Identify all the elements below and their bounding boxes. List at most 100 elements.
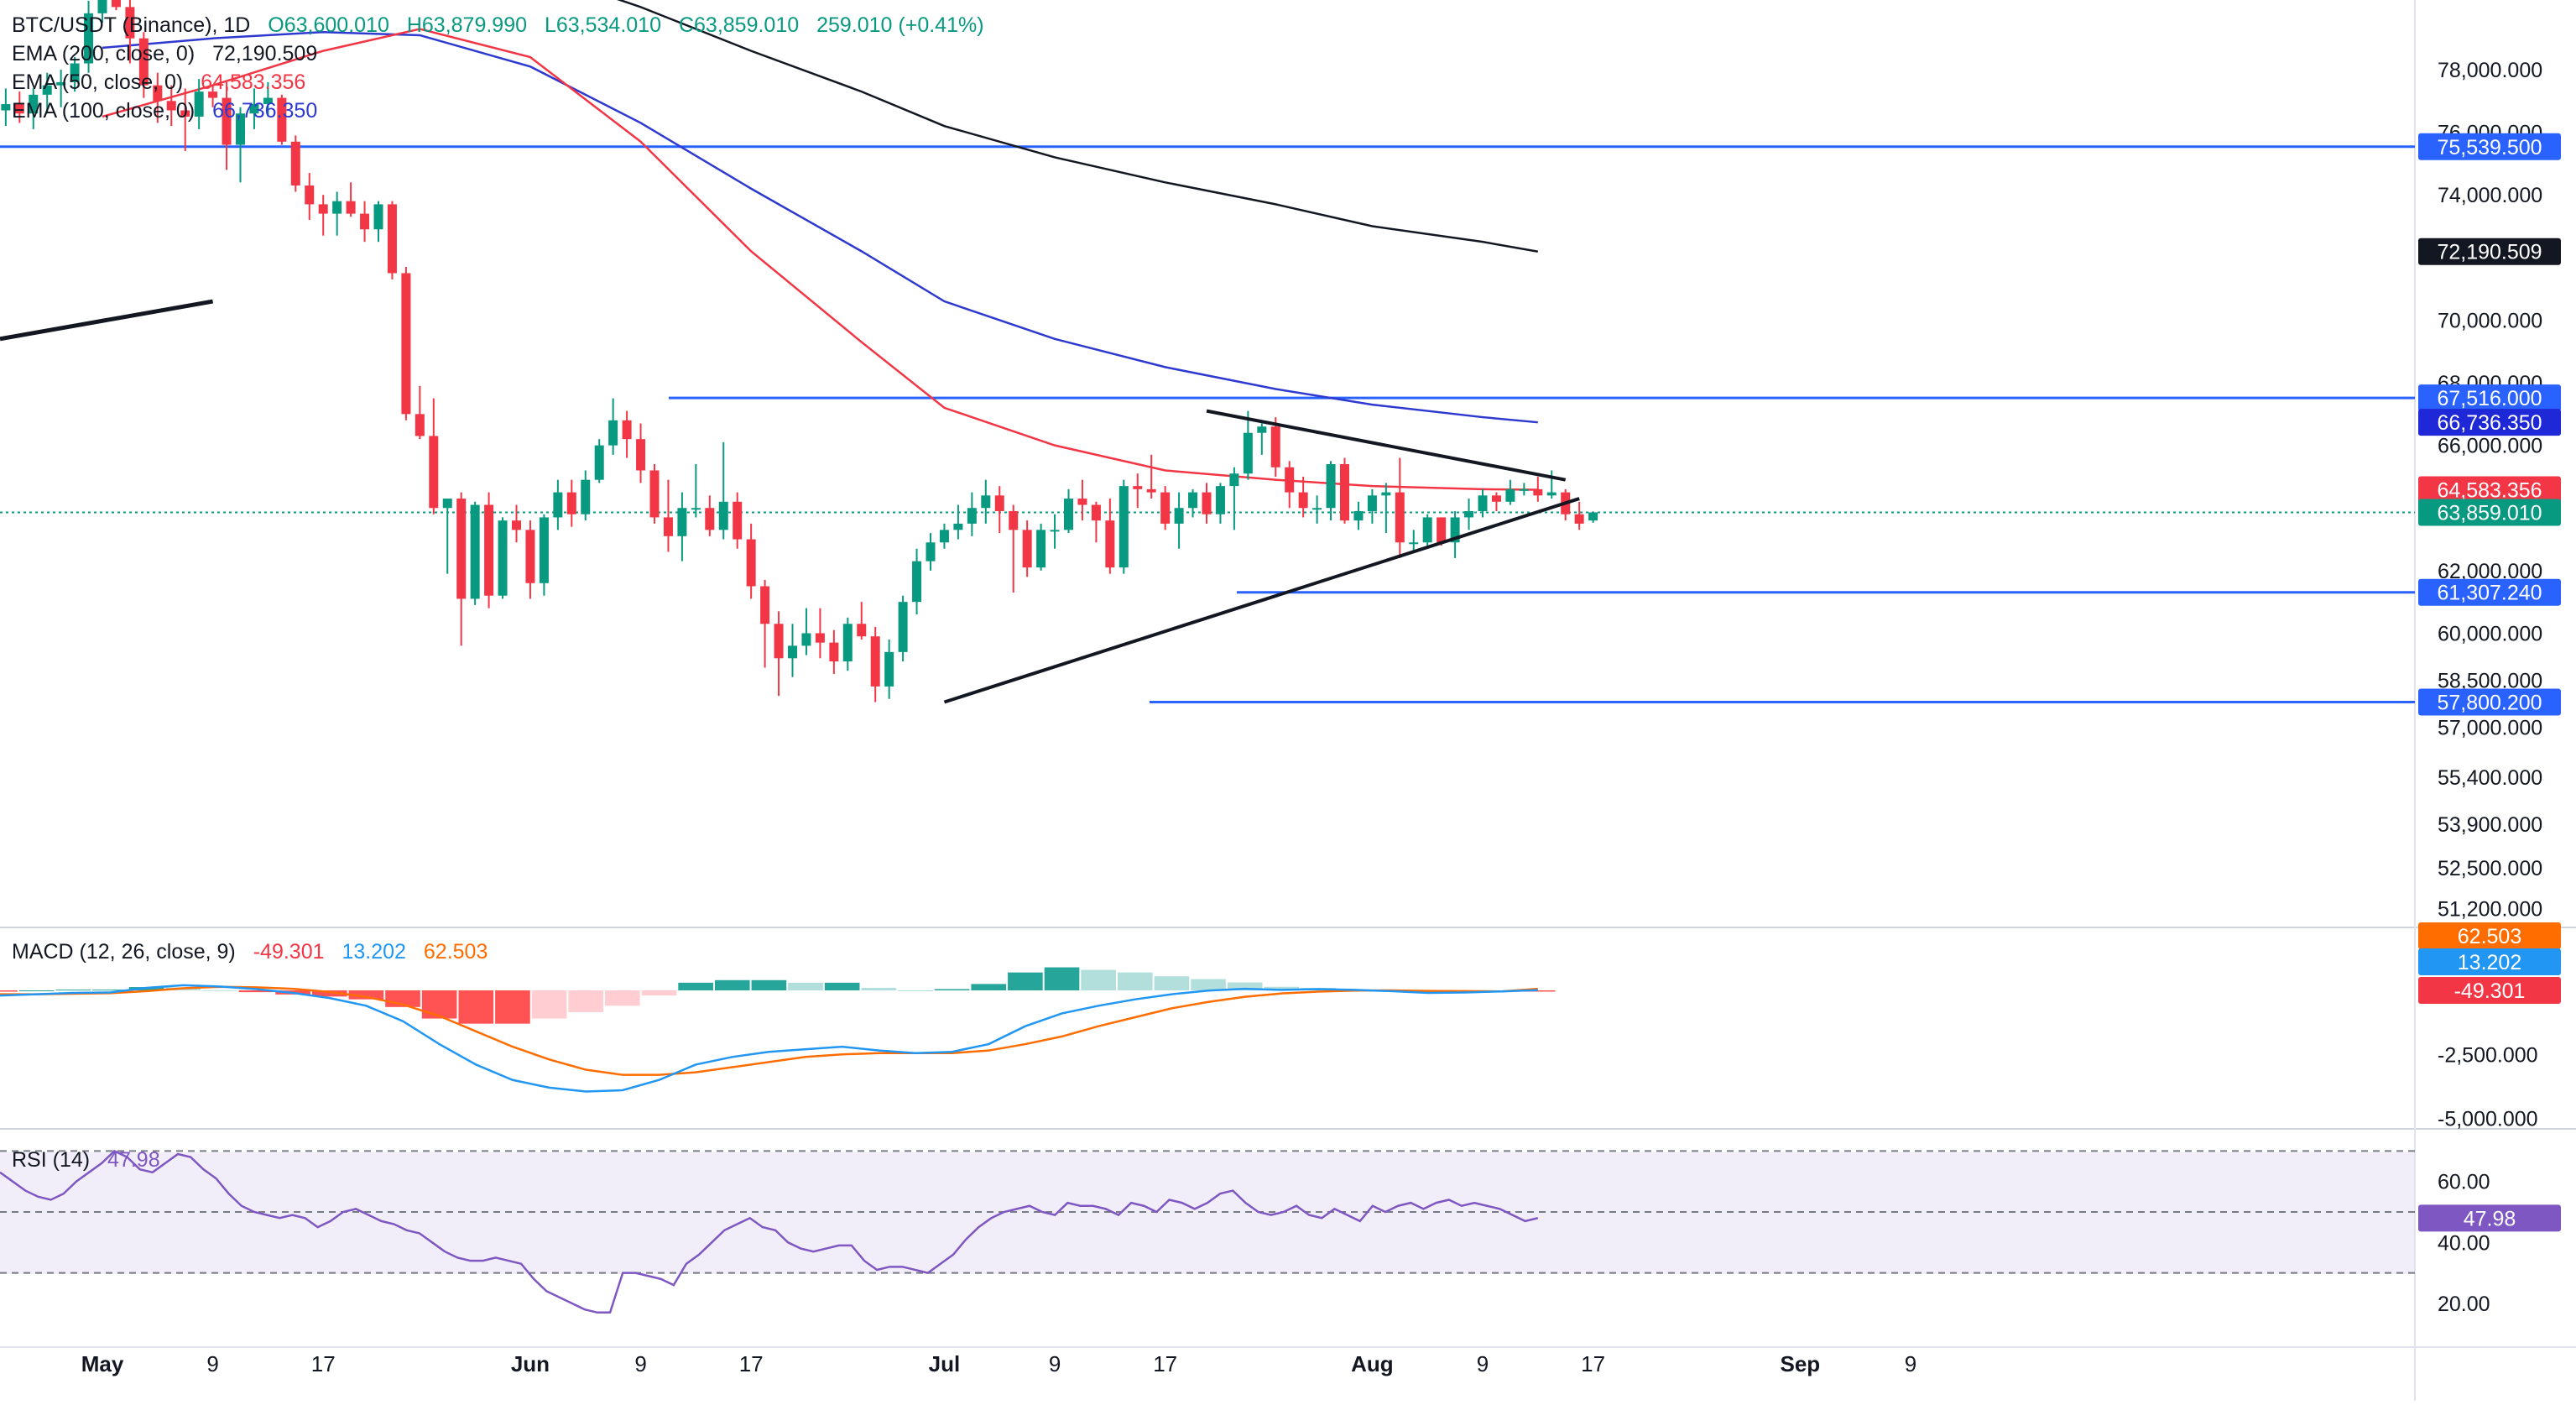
price-label-bg <box>2418 384 2561 412</box>
price-tick-label: 60,000.000 <box>2438 622 2542 645</box>
candle-body <box>484 504 494 596</box>
price-label: 57,800.200 <box>2437 692 2542 715</box>
candle-body <box>581 479 591 514</box>
candle-body <box>1036 530 1046 568</box>
ema100-label: EMA (100, close, 0) <box>12 99 196 123</box>
candle-body <box>801 633 811 646</box>
price-label: 61,307.240 <box>2437 582 2542 605</box>
price-label: 66,736.350 <box>2437 411 2542 435</box>
price-label-bg <box>2418 578 2561 606</box>
macd-price-label-bg <box>2418 948 2561 975</box>
candle-body <box>733 501 743 540</box>
candle-body <box>290 141 300 186</box>
time-tick-label: 17 <box>1153 1351 1177 1376</box>
ohlc-close: C63,859.010 <box>678 13 800 37</box>
candle-body <box>1422 517 1432 543</box>
macd-histogram-bar <box>1154 976 1190 990</box>
macd-histogram-bar <box>605 990 640 1006</box>
candle-body <box>166 101 176 111</box>
macd-signal-value: 62.503 <box>423 940 488 964</box>
macd-price-label: 13.202 <box>2458 951 2521 974</box>
candle-body <box>760 586 770 624</box>
candle-body <box>870 636 880 687</box>
candle-body <box>1064 499 1073 530</box>
macd-histogram-bar <box>0 990 18 992</box>
candle-body <box>456 499 467 599</box>
ema200-label: EMA (200, close, 0) <box>12 42 196 65</box>
macd-histogram-bar <box>714 979 750 990</box>
price-label: 67,516.000 <box>2437 387 2542 410</box>
candle-body <box>912 561 922 603</box>
candle-body <box>360 213 370 230</box>
candle-body <box>387 204 397 274</box>
candle-body <box>1505 488 1515 502</box>
candle-body <box>125 7 135 39</box>
rsi-price-label: 47.98 <box>2464 1207 2516 1230</box>
candle-body <box>222 97 232 145</box>
candle-body <box>208 91 218 98</box>
rsi-tick-label: 20.00 <box>2438 1293 2490 1316</box>
candle-body <box>898 602 908 652</box>
price-label: 75,539.500 <box>2437 136 2542 159</box>
macd-histogram-bar <box>1191 979 1226 990</box>
candle-body <box>29 94 39 114</box>
time-tick-label: 17 <box>1581 1351 1605 1376</box>
ema200-line <box>616 0 1539 253</box>
price-tick-label: 66,000.000 <box>2438 435 2542 458</box>
macd-histogram-bar <box>934 989 970 990</box>
rsi-legend: RSI (14) 47.98 <box>12 1148 172 1173</box>
price-tick-label: 51,200.000 <box>2438 898 2542 922</box>
price-label: 63,859.010 <box>2437 502 2542 525</box>
time-tick-label: 9 <box>1905 1351 1916 1376</box>
candle-body <box>1478 495 1488 511</box>
macd-histogram-bar <box>1044 967 1080 990</box>
candle-body <box>1133 486 1143 489</box>
candle-body <box>705 508 715 530</box>
rsi-tick-label: 60.00 <box>2438 1171 2490 1194</box>
price-label-bg <box>2418 133 2561 160</box>
macd-histogram-bar <box>531 990 567 1019</box>
candle-body <box>14 104 24 114</box>
time-tick-label: 9 <box>1049 1351 1061 1376</box>
candle-body <box>842 624 853 662</box>
ohlc-low: L63,534.010 <box>544 13 661 37</box>
macd-histogram-bar <box>751 979 787 990</box>
macd-histogram-bar <box>788 982 823 990</box>
macd-histogram-bar <box>824 982 860 990</box>
time-tick-label: Jun <box>511 1351 550 1376</box>
candle-body <box>981 495 991 509</box>
macd-histogram-bar <box>202 990 237 991</box>
candle-body <box>305 185 315 205</box>
candle-body <box>829 642 839 662</box>
candle-body <box>346 201 356 214</box>
candle-body <box>525 530 535 583</box>
macd-legend: MACD (12, 26, close, 9) -49.301 13.202 6… <box>12 940 499 964</box>
candle-body <box>1491 495 1501 502</box>
candle-body <box>470 504 480 599</box>
macd-histogram-bar <box>1117 972 1153 990</box>
ema100-line <box>102 30 1538 424</box>
candle-body <box>553 492 563 518</box>
macd-hist-value: -49.301 <box>253 940 325 964</box>
candle-body <box>1519 488 1529 491</box>
macd-histogram-bar <box>678 982 713 990</box>
candle-body <box>1050 530 1060 532</box>
price-label-bg <box>2418 409 2561 436</box>
macd-histogram-bar <box>1081 969 1116 990</box>
candle-body <box>1450 517 1460 543</box>
price-label: 72,190.509 <box>2437 241 2542 264</box>
candle-body <box>1546 492 1557 496</box>
macd-histogram-bar <box>458 990 494 1024</box>
rsi-price-label-bg <box>2418 1204 2561 1232</box>
candle-body <box>194 91 204 117</box>
candle-body <box>608 420 618 446</box>
candle-body <box>498 520 508 596</box>
candle-body <box>677 508 687 536</box>
candle-body <box>788 645 797 659</box>
candle-body <box>1574 514 1584 524</box>
macd-histogram-bar <box>1227 982 1263 990</box>
time-tick-label: 9 <box>634 1351 646 1376</box>
candle-body <box>1229 473 1239 487</box>
ema50-value: 64,583.356 <box>201 71 306 94</box>
